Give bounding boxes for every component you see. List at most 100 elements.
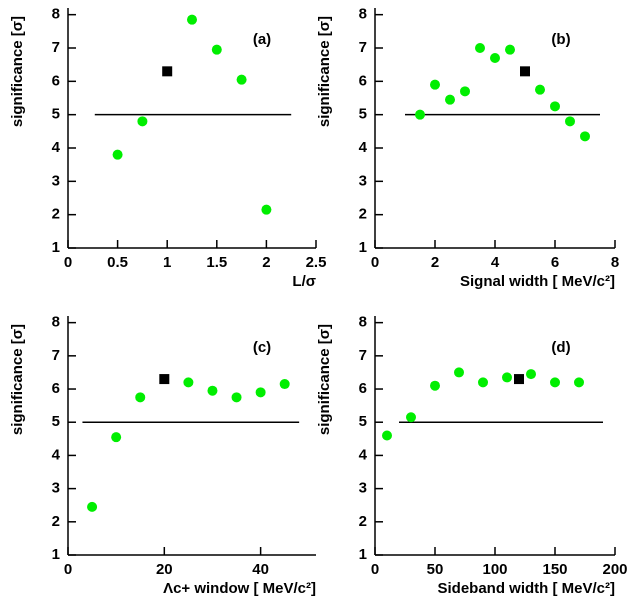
point	[574, 377, 584, 388]
x-tick-label: 2.5	[306, 254, 327, 271]
point	[445, 94, 455, 105]
x-tick-label: 200	[602, 561, 627, 578]
x-tick-label: 50	[427, 561, 444, 578]
point	[406, 412, 416, 423]
y-tick-label: 3	[52, 172, 60, 189]
y-tick-label: 5	[359, 413, 367, 430]
y-tick-label: 7	[52, 39, 60, 56]
y-tick-label: 3	[52, 480, 60, 497]
y-axis-label: significance [σ]	[316, 16, 333, 127]
y-tick-label: 1	[359, 546, 367, 563]
y-tick-label: 8	[359, 6, 367, 23]
panel-label: (c)	[253, 339, 271, 356]
x-tick-label: 4	[491, 254, 500, 271]
y-tick-label: 2	[52, 513, 60, 530]
panel-label: (a)	[253, 31, 271, 48]
y-tick-label: 1	[359, 239, 367, 256]
y-axis-label: significance [σ]	[9, 16, 26, 127]
y-tick-label: 2	[52, 206, 60, 223]
point	[526, 369, 536, 380]
x-axis-label: Signal width [ MeV/c²]	[460, 273, 615, 290]
y-axis-label: significance [σ]	[316, 324, 333, 435]
x-tick-label: 100	[482, 561, 507, 578]
point	[550, 101, 560, 112]
point	[454, 367, 464, 378]
point	[478, 377, 488, 388]
y-tick-label: 6	[359, 380, 367, 397]
x-tick-label: 20	[156, 561, 173, 578]
x-tick-label: 8	[611, 254, 619, 271]
point	[430, 380, 440, 391]
y-tick-label: 5	[359, 106, 367, 123]
point	[430, 79, 440, 90]
reference-point	[162, 66, 173, 77]
point	[490, 53, 500, 63]
point	[112, 149, 123, 160]
point	[535, 84, 545, 95]
point	[460, 86, 470, 97]
y-tick-label: 1	[52, 239, 60, 256]
x-tick-label: 0	[371, 561, 379, 578]
y-tick-label: 4	[359, 139, 368, 156]
point	[475, 43, 485, 53]
point	[415, 109, 425, 120]
x-tick-label: 1	[163, 254, 171, 271]
y-tick-label: 8	[52, 6, 60, 23]
point	[207, 385, 218, 396]
point	[211, 44, 222, 55]
point	[111, 432, 122, 443]
point	[565, 116, 575, 127]
point	[550, 377, 560, 388]
point	[580, 131, 590, 142]
x-tick-label: 0	[371, 254, 379, 271]
y-tick-label: 7	[359, 39, 367, 56]
point	[135, 392, 146, 403]
y-tick-label: 3	[359, 172, 367, 189]
x-axis-label: L/σ	[292, 273, 316, 290]
y-tick-label: 6	[359, 72, 367, 89]
y-tick-label: 5	[52, 413, 60, 430]
x-tick-label: 1.5	[206, 254, 227, 271]
point	[255, 387, 266, 398]
y-tick-label: 6	[52, 72, 60, 89]
x-axis-label: Λc+ window [ MeV/c²]	[163, 580, 316, 597]
reference-point	[514, 374, 524, 385]
reference-point	[159, 374, 170, 385]
y-axis-label: significance [σ]	[9, 324, 26, 435]
y-tick-label: 4	[52, 139, 61, 156]
x-tick-label: 2	[262, 254, 270, 271]
point	[87, 501, 98, 512]
y-tick-label: 6	[52, 380, 60, 397]
point	[279, 379, 290, 390]
reference-point	[520, 66, 530, 77]
point	[183, 377, 194, 388]
y-tick-label: 2	[359, 513, 367, 530]
y-tick-label: 7	[359, 347, 367, 364]
point	[137, 116, 148, 127]
point	[382, 430, 392, 441]
point	[502, 372, 512, 383]
x-tick-label: 150	[542, 561, 567, 578]
x-tick-label: 6	[551, 254, 559, 271]
point	[187, 14, 197, 25]
x-tick-label: 2	[431, 254, 439, 271]
x-tick-label: 40	[252, 561, 269, 578]
point	[261, 204, 272, 215]
y-tick-label: 2	[359, 206, 367, 223]
y-tick-label: 3	[359, 480, 367, 497]
point	[231, 392, 242, 403]
panel-label: (d)	[551, 339, 570, 356]
y-tick-label: 4	[52, 446, 61, 463]
point	[505, 44, 515, 55]
point	[236, 74, 247, 85]
x-axis-label: Sideband width [ MeV/c²]	[437, 580, 615, 597]
x-tick-label: 0	[64, 254, 72, 271]
x-tick-label: 0.5	[107, 254, 128, 271]
y-tick-label: 5	[52, 106, 60, 123]
x-tick-label: 0	[64, 561, 72, 578]
y-tick-label: 4	[359, 446, 368, 463]
y-tick-label: 8	[359, 314, 367, 331]
panel-label: (b)	[551, 31, 570, 48]
y-tick-label: 7	[52, 347, 60, 364]
